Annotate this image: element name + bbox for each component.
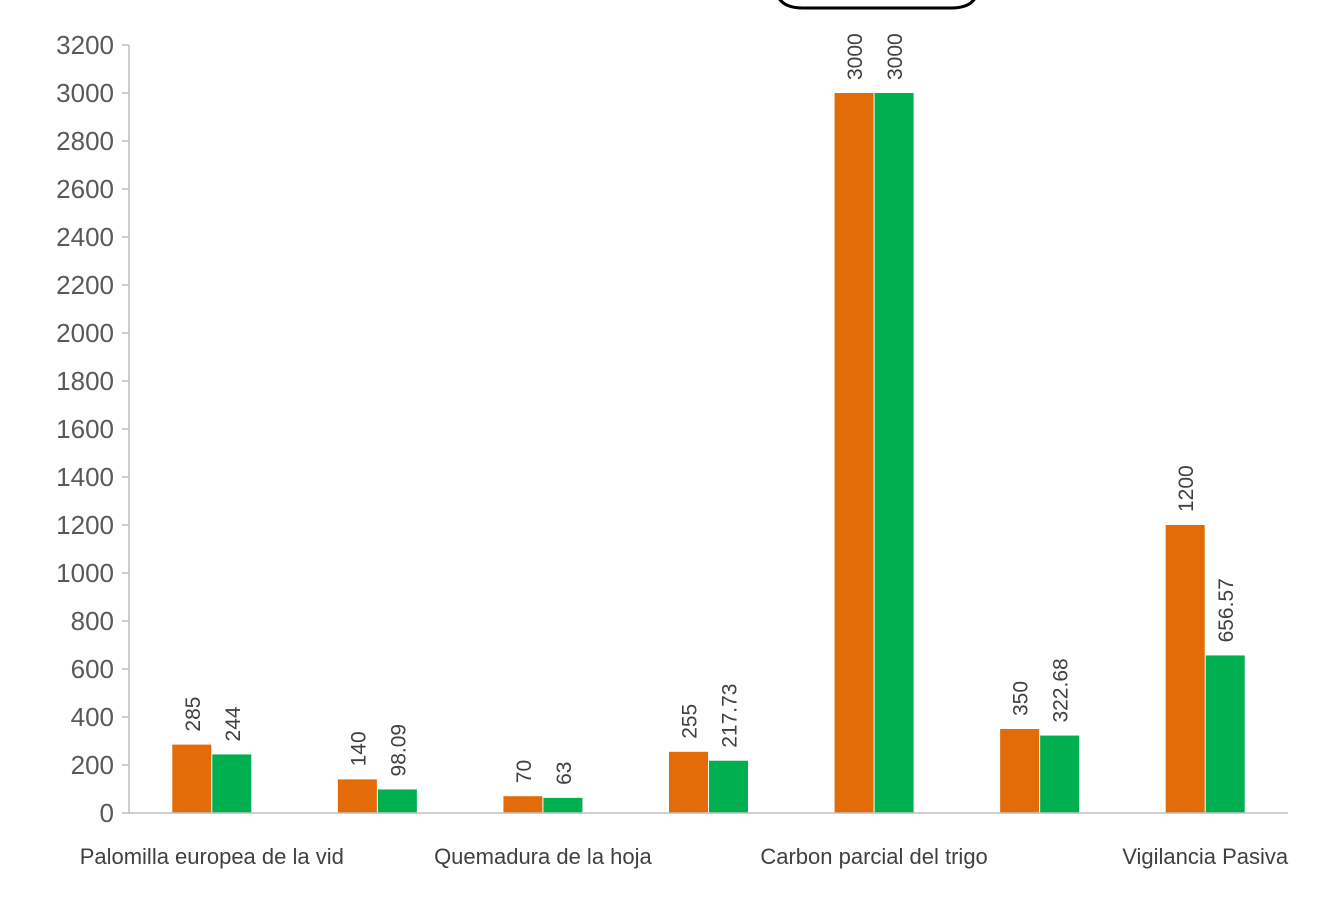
data-label-series1-category1: 285: [182, 697, 205, 732]
data-label-series2-category6: 322.68: [1050, 658, 1073, 722]
x-category-label: Quemadura de la hoja: [434, 844, 652, 869]
bar-series1-category2: [337, 779, 377, 813]
data-label-series1-category5: 3000: [844, 33, 867, 80]
data-label-series2-category1: 244: [222, 706, 245, 741]
y-tick-label: 2600: [56, 174, 114, 204]
y-tick-label: 2000: [56, 318, 114, 348]
bars: [172, 93, 1245, 813]
bar-series2-category4: [709, 760, 748, 813]
bar-series1-category5: [834, 93, 874, 813]
bar-series1-category6: [1000, 729, 1040, 813]
top-callout-shape: [778, 0, 976, 10]
bar-series2-category5: [874, 93, 914, 813]
y-tick-label: 1800: [56, 366, 114, 396]
y-tick-label: 2200: [56, 270, 114, 300]
bar-series1-category7: [1165, 525, 1205, 813]
x-category-label: Vigilancia Pasiva: [1122, 844, 1289, 869]
y-tick-label: 800: [71, 606, 114, 636]
y-tick-label: 400: [71, 702, 114, 732]
y-tick-label: 1600: [56, 414, 114, 444]
bar-series2-category3: [543, 797, 583, 813]
data-label-series1-category2: 140: [347, 731, 370, 766]
data-label-series2-category2: 98.09: [387, 724, 410, 777]
data-label-series1-category7: 1200: [1175, 465, 1198, 512]
x-axis: Palomilla europea de la vid Quemadura de …: [80, 812, 1289, 869]
y-tick-label: 2400: [56, 222, 114, 252]
bar-series2-category7: [1205, 655, 1245, 813]
data-label-series1-category4: 255: [679, 704, 702, 739]
y-tick-label: 1000: [56, 558, 114, 588]
bar-series2-category6: [1040, 735, 1080, 813]
data-label-series2-category7: 656.57: [1215, 578, 1238, 642]
bar-series1-category1: [172, 744, 212, 813]
y-axis: 0 200 400 600 800 1000 1200 1400 1600 1800 2000 220…: [56, 30, 130, 828]
y-tick-label: 2800: [56, 126, 114, 156]
y-tick-label: 200: [71, 750, 114, 780]
data-labels: 285 140 70 255 3000 350 1200 244 98.09 63 217.73 30…: [182, 33, 1238, 785]
bar-series1-category4: [669, 751, 708, 813]
bar-series2-category1: [212, 754, 252, 813]
data-label-series1-category6: 350: [1010, 681, 1033, 716]
x-category-label: Palomilla europea de la vid: [80, 844, 344, 869]
bar-series2-category2: [377, 789, 417, 813]
y-tick-label: 1200: [56, 510, 114, 540]
x-category-label: Carbon parcial del trigo: [760, 844, 987, 869]
bar-series1-category3: [503, 796, 543, 813]
y-tick-label: 3200: [56, 30, 114, 60]
data-label-series1-category3: 70: [513, 760, 536, 783]
y-tick-label: 1400: [56, 462, 114, 492]
data-label-series2-category3: 63: [553, 762, 576, 785]
y-tick-label: 0: [100, 798, 114, 828]
y-tick-label: 3000: [56, 78, 114, 108]
y-tick-label: 600: [71, 654, 114, 684]
data-label-series2-category5: 3000: [884, 33, 907, 80]
data-label-series2-category4: 217.73: [719, 684, 742, 748]
